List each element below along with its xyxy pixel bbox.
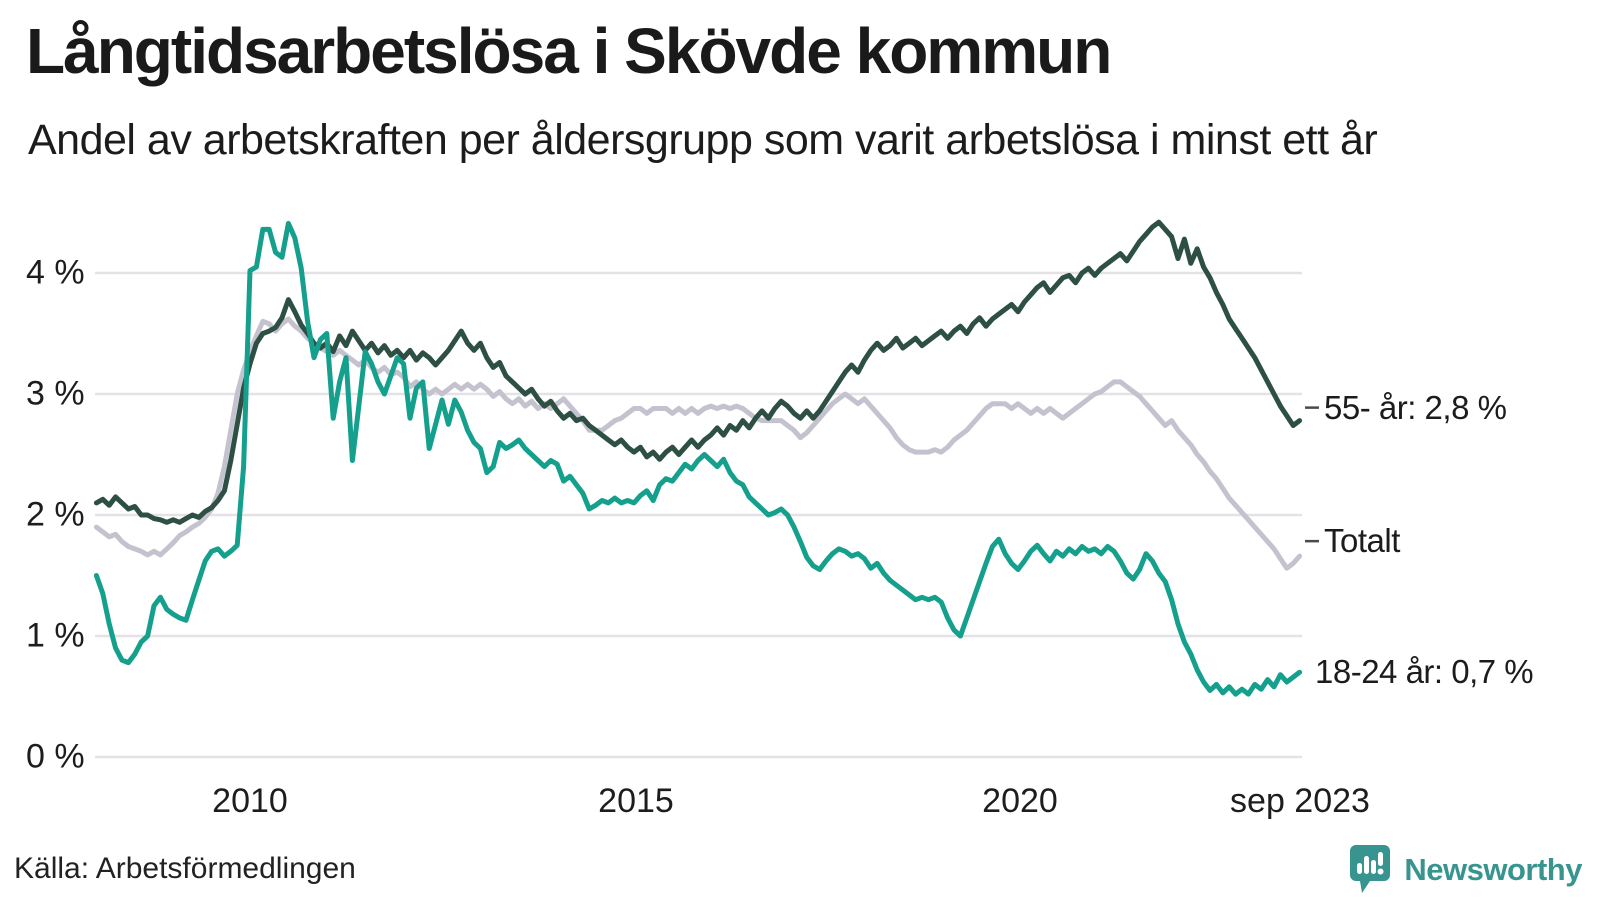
x-axis-tick-sep-2023: sep 2023 (1230, 782, 1370, 820)
line-series-55-r (93, 219, 1303, 525)
y-axis-tick-1: 1 % (26, 616, 85, 655)
page-title: Långtidsarbetslösa i Skövde kommun (26, 15, 1112, 87)
y-axis-tick-3: 3 % (26, 374, 85, 413)
x-axis-tick-2015: 2015 (598, 782, 674, 820)
chart-subtitle: Andel av arbetskraften per åldersgrupp s… (28, 116, 1378, 164)
source-note: Källa: Arbetsförmedlingen (14, 852, 356, 885)
newsworthy-logo-icon (1350, 845, 1391, 893)
x-axis-tick-2020: 2020 (982, 782, 1058, 820)
newsworthy-wordmark: Newsworthy (1404, 852, 1582, 887)
y-axis-tick-2: 2 % (26, 495, 85, 534)
line-series-Totalt (93, 316, 1303, 571)
series-label-totalt: Totalt (1324, 522, 1400, 560)
x-axis-tick-2010: 2010 (212, 782, 288, 820)
series-label-55-plus: 55- år: 2,8 % (1324, 388, 1507, 426)
y-axis-tick-4: 4 % (26, 253, 85, 292)
line-series-18-24-r (93, 220, 1303, 697)
newsworthy-branding: Newsworthy (1348, 843, 1582, 897)
series-label-18-24: 18-24 år: 0,7 % (1315, 653, 1534, 691)
y-axis-tick-0: 0 % (26, 737, 85, 776)
